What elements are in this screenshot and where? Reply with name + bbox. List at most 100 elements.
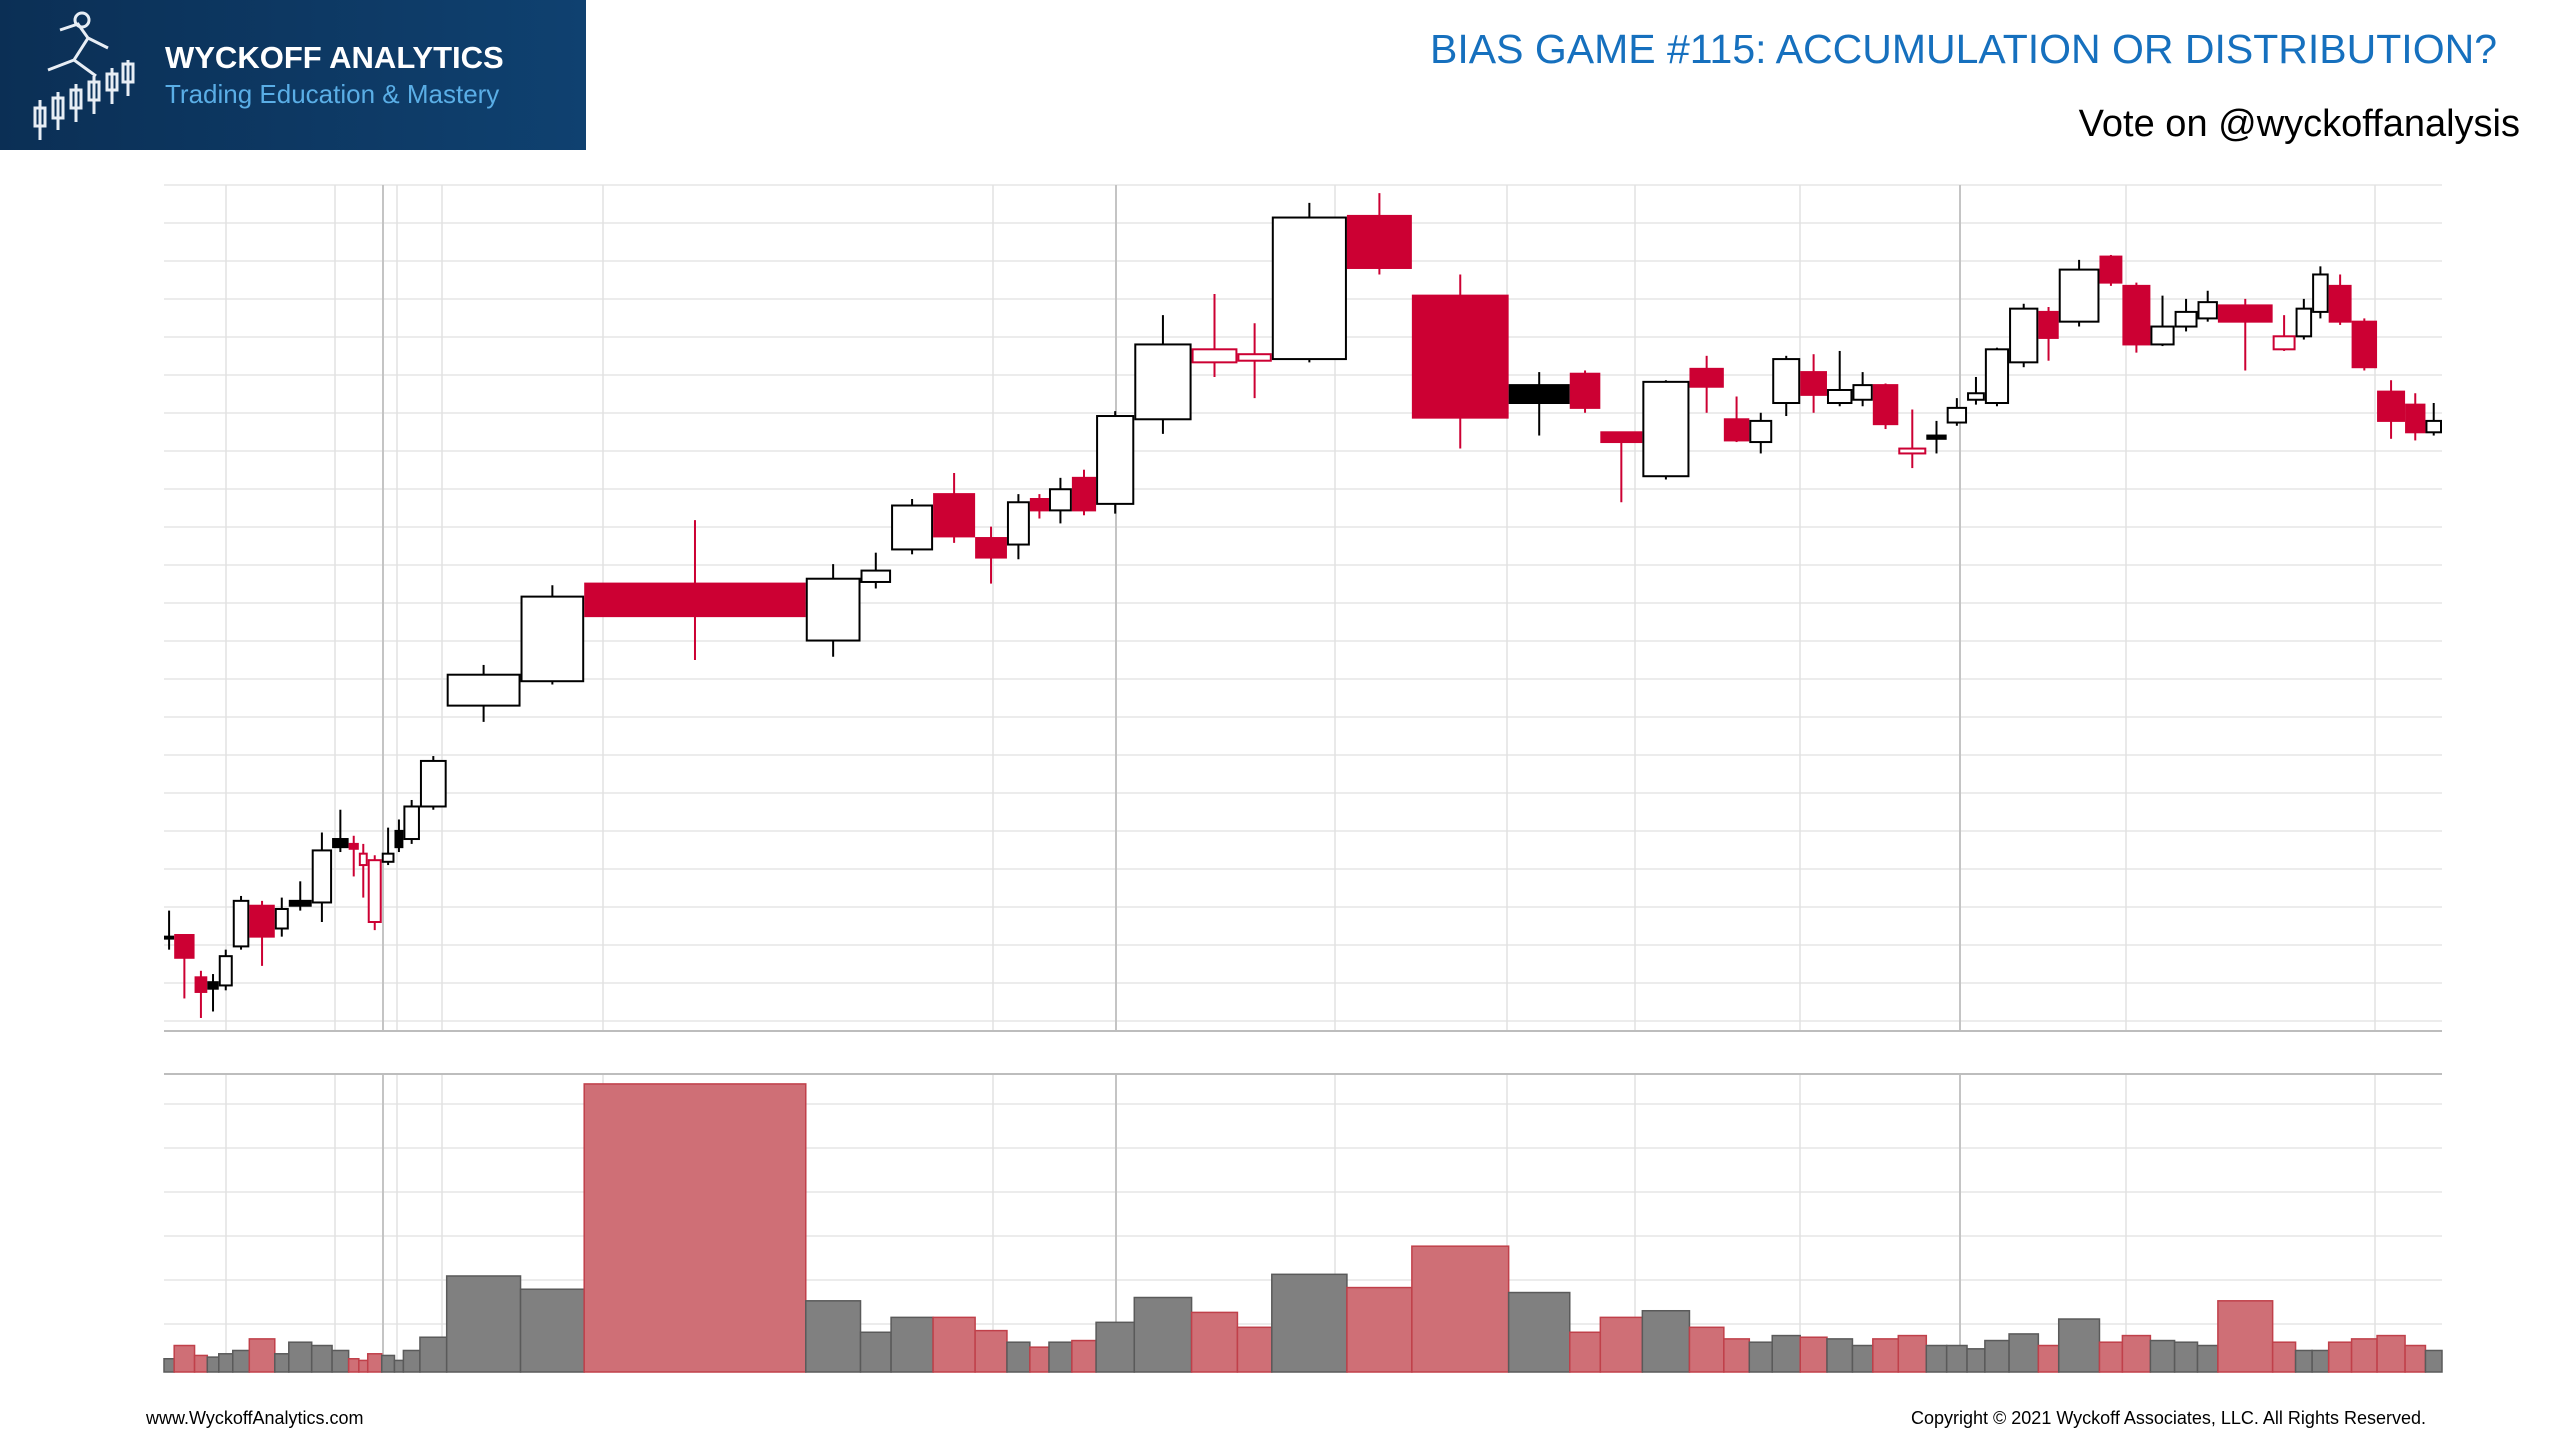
candle-body — [1048, 488, 1072, 512]
volume-bar — [310, 1344, 333, 1373]
volume-bar — [1966, 1348, 1986, 1373]
candle-body — [1569, 372, 1601, 409]
candle-body — [164, 935, 175, 940]
candle-body — [520, 595, 585, 683]
chart-subtitle: Vote on @wyckoffanalysis — [2079, 103, 2520, 145]
volume-bar — [890, 1316, 934, 1373]
volume-bar — [805, 1300, 862, 1373]
candle-body — [1689, 367, 1724, 388]
candle-body — [358, 852, 368, 867]
volume-bar — [1748, 1341, 1773, 1373]
volume-bar — [393, 1359, 405, 1373]
volume-bar — [932, 1316, 976, 1373]
volume-bar — [402, 1349, 421, 1373]
volume-bar — [1599, 1316, 1644, 1373]
volume-bar — [2149, 1339, 2176, 1373]
volume-bar — [366, 1353, 383, 1373]
volume-bar — [2057, 1318, 2101, 1373]
candle-body — [348, 842, 359, 850]
candle-body — [194, 976, 208, 993]
candle-body — [2405, 403, 2426, 434]
candle-body — [2150, 325, 2175, 346]
volume-bar — [1346, 1286, 1413, 1373]
candle-body — [1508, 384, 1570, 405]
candle-body — [2197, 301, 2218, 320]
volume-bar — [1507, 1291, 1571, 1373]
volume-bar — [519, 1288, 585, 1373]
logo-background — [0, 0, 586, 150]
candle-body — [1772, 358, 1801, 405]
marks — [163, 193, 2443, 1373]
candle-body — [891, 504, 934, 551]
candle-body — [288, 899, 312, 907]
candle-body — [446, 673, 521, 707]
volume-bar — [2350, 1338, 2378, 1373]
candle-body — [2312, 273, 2329, 313]
candle-body — [1191, 348, 1238, 364]
candle-body — [1096, 415, 1135, 505]
volume-bar — [1095, 1321, 1136, 1373]
volume-bar — [163, 1358, 175, 1373]
candle-body — [381, 852, 395, 863]
volume-bar — [248, 1338, 276, 1373]
volume-bar — [1006, 1341, 1031, 1373]
candle-body — [1237, 353, 1272, 362]
candle-body — [933, 493, 976, 538]
volume-bar — [2121, 1334, 2152, 1373]
candle-body — [249, 904, 275, 938]
logo-icon — [33, 11, 135, 140]
volume-bar — [2196, 1344, 2219, 1373]
volume-bar — [445, 1275, 522, 1373]
volume-bar — [1799, 1336, 1828, 1373]
candle-body — [232, 899, 250, 948]
candle-body — [860, 569, 892, 583]
volume-bar — [380, 1354, 396, 1373]
volume-bar — [859, 1331, 892, 1373]
candle-body — [1071, 476, 1097, 512]
volume-bar — [1569, 1331, 1602, 1373]
candle-body — [2351, 320, 2378, 369]
candle-body — [1642, 380, 1690, 478]
volume-bar — [1984, 1339, 2010, 1373]
volume-bar — [1897, 1334, 1928, 1373]
volume-bar — [1688, 1326, 1725, 1373]
candle-body — [1984, 348, 2010, 405]
volume-bar — [1872, 1338, 1900, 1373]
volume-bar — [1771, 1334, 1801, 1373]
candle-body — [1872, 384, 1899, 426]
candle-body — [1967, 392, 1985, 401]
volume-bar — [2424, 1349, 2443, 1373]
candle-body — [2099, 255, 2123, 284]
candle-body — [1898, 447, 1927, 455]
volume-bar — [1133, 1296, 1193, 1373]
volume-bar — [2217, 1300, 2274, 1373]
volume-bar — [2037, 1344, 2060, 1373]
candle-body — [1029, 497, 1049, 512]
volume-bar — [193, 1354, 209, 1373]
candle-body — [274, 907, 289, 930]
volume-bar — [206, 1356, 220, 1373]
volume-bar — [2098, 1341, 2124, 1373]
candle-body — [2377, 390, 2406, 422]
volume-bar — [2008, 1333, 2040, 1373]
candle-body — [1723, 418, 1750, 442]
candle-body — [1134, 343, 1192, 421]
grid — [164, 184, 2442, 1372]
candle-body — [174, 934, 195, 959]
candle-body — [2122, 284, 2151, 346]
volume-bar — [331, 1349, 350, 1373]
volume-bar — [2376, 1334, 2406, 1373]
candle-body — [1600, 431, 1643, 444]
volume-bar — [218, 1353, 234, 1373]
volume-bar — [274, 1353, 290, 1373]
candle-body — [1749, 419, 1773, 444]
volume-bar — [347, 1358, 360, 1373]
candle-body — [584, 582, 806, 618]
candle-body — [1800, 371, 1827, 396]
volume-bar — [419, 1336, 448, 1373]
candle-body — [2425, 419, 2442, 434]
candle-body — [419, 759, 447, 808]
candle-body — [2295, 307, 2313, 338]
